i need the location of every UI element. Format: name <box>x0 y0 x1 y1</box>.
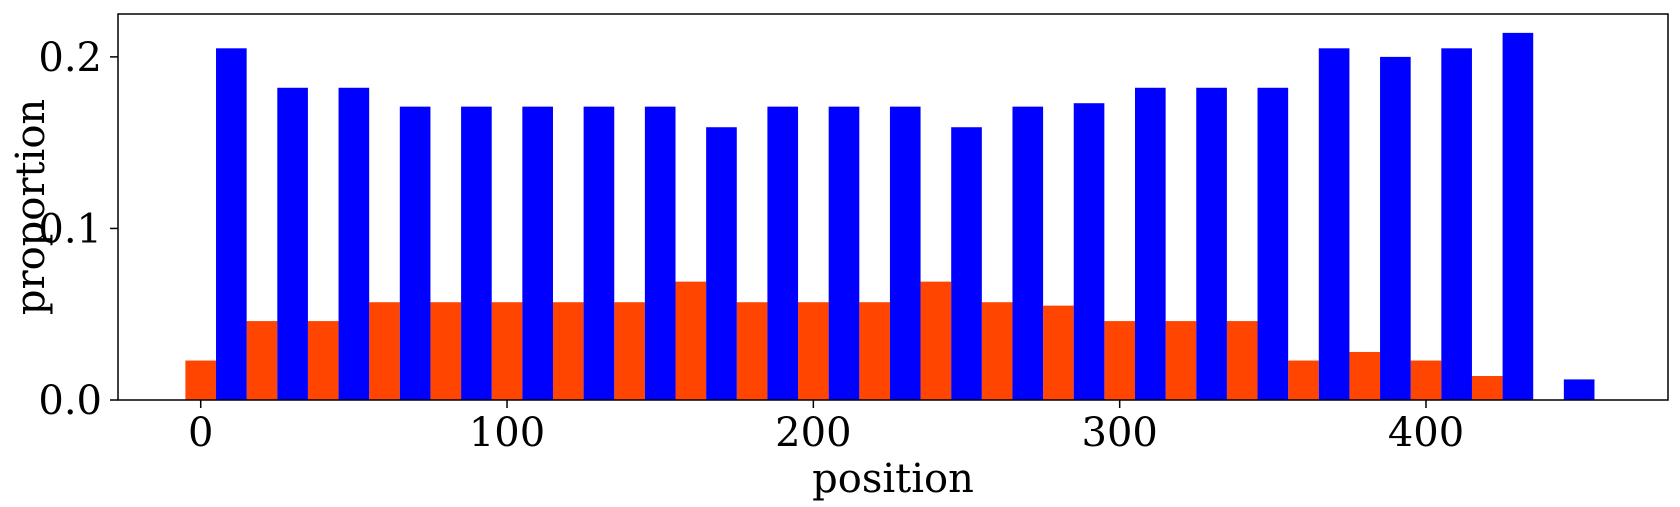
bar-series2-14 <box>1073 103 1105 400</box>
x-tick-label: 300 <box>1082 410 1158 456</box>
y-tick-label: 0.0 <box>38 378 102 424</box>
bar-series1-14 <box>1043 305 1074 400</box>
bar-series1-1 <box>246 321 278 400</box>
bar-series1-17 <box>1226 321 1258 400</box>
bar-series1-16 <box>1165 321 1197 400</box>
bar-series2-6 <box>583 106 615 400</box>
bars-layer <box>185 32 1595 401</box>
bar-series2-7 <box>644 106 676 400</box>
y-axis-ticks: 0.0 0.1 0.2 <box>38 35 118 424</box>
bar-series2-13 <box>1012 106 1044 400</box>
bar-series2-12 <box>951 127 982 400</box>
bar-series2-2 <box>338 87 370 400</box>
bar-series2-11 <box>889 106 921 400</box>
bar-series1-12 <box>920 281 952 400</box>
bar-series2-9 <box>767 106 799 400</box>
bar-series2-16 <box>1196 87 1227 400</box>
bar-series1-18 <box>1288 360 1319 400</box>
bar-series2-18 <box>1318 48 1350 401</box>
bar-series2-17 <box>1257 87 1289 400</box>
x-tick-label: 100 <box>469 410 545 456</box>
bar-series1-19 <box>1349 351 1381 400</box>
bar-series1-20 <box>1410 360 1442 400</box>
bar-series2-8 <box>706 127 737 400</box>
bar-series1-6 <box>552 302 584 400</box>
bar-series1-11 <box>859 302 890 400</box>
bar-series1-21 <box>1471 375 1503 400</box>
bar-series1-8 <box>675 281 707 400</box>
bar-series1-0 <box>185 360 217 400</box>
bar-series1-9 <box>736 302 768 400</box>
x-axis-ticks: 0 100 200 300 400 <box>188 400 1464 456</box>
bar-series2-20 <box>1441 48 1472 401</box>
x-axis-label: position <box>812 456 974 502</box>
bar-series2-1 <box>277 87 308 400</box>
bar-series1-3 <box>369 302 400 400</box>
bar-series1-13 <box>981 302 1013 400</box>
x-tick-label: 400 <box>1388 410 1464 456</box>
bar-series2-21 <box>1502 32 1534 400</box>
y-axis-label: proportion <box>8 99 54 315</box>
bar-series1-5 <box>491 302 523 400</box>
bar-series1-10 <box>798 302 829 400</box>
y-tick-label: 0.2 <box>38 35 102 81</box>
bar-series2-22 <box>1563 379 1595 400</box>
y-tick-label: 0.1 <box>38 206 102 252</box>
x-tick-label: 200 <box>775 410 851 456</box>
bar-series2-5 <box>522 106 553 400</box>
bar-series2-10 <box>828 106 860 400</box>
x-tick-label: 0 <box>188 410 213 456</box>
bar-series1-4 <box>430 302 462 400</box>
bar-series2-4 <box>461 106 492 400</box>
bar-series1-15 <box>1104 321 1135 400</box>
bar-series2-15 <box>1134 87 1166 400</box>
bar-series2-3 <box>399 106 431 400</box>
bar-series1-7 <box>614 302 645 400</box>
bar-series2-0 <box>216 48 247 401</box>
plot-frame <box>117 13 1669 401</box>
bar-series1-2 <box>307 321 339 400</box>
bar-series2-19 <box>1380 56 1411 401</box>
